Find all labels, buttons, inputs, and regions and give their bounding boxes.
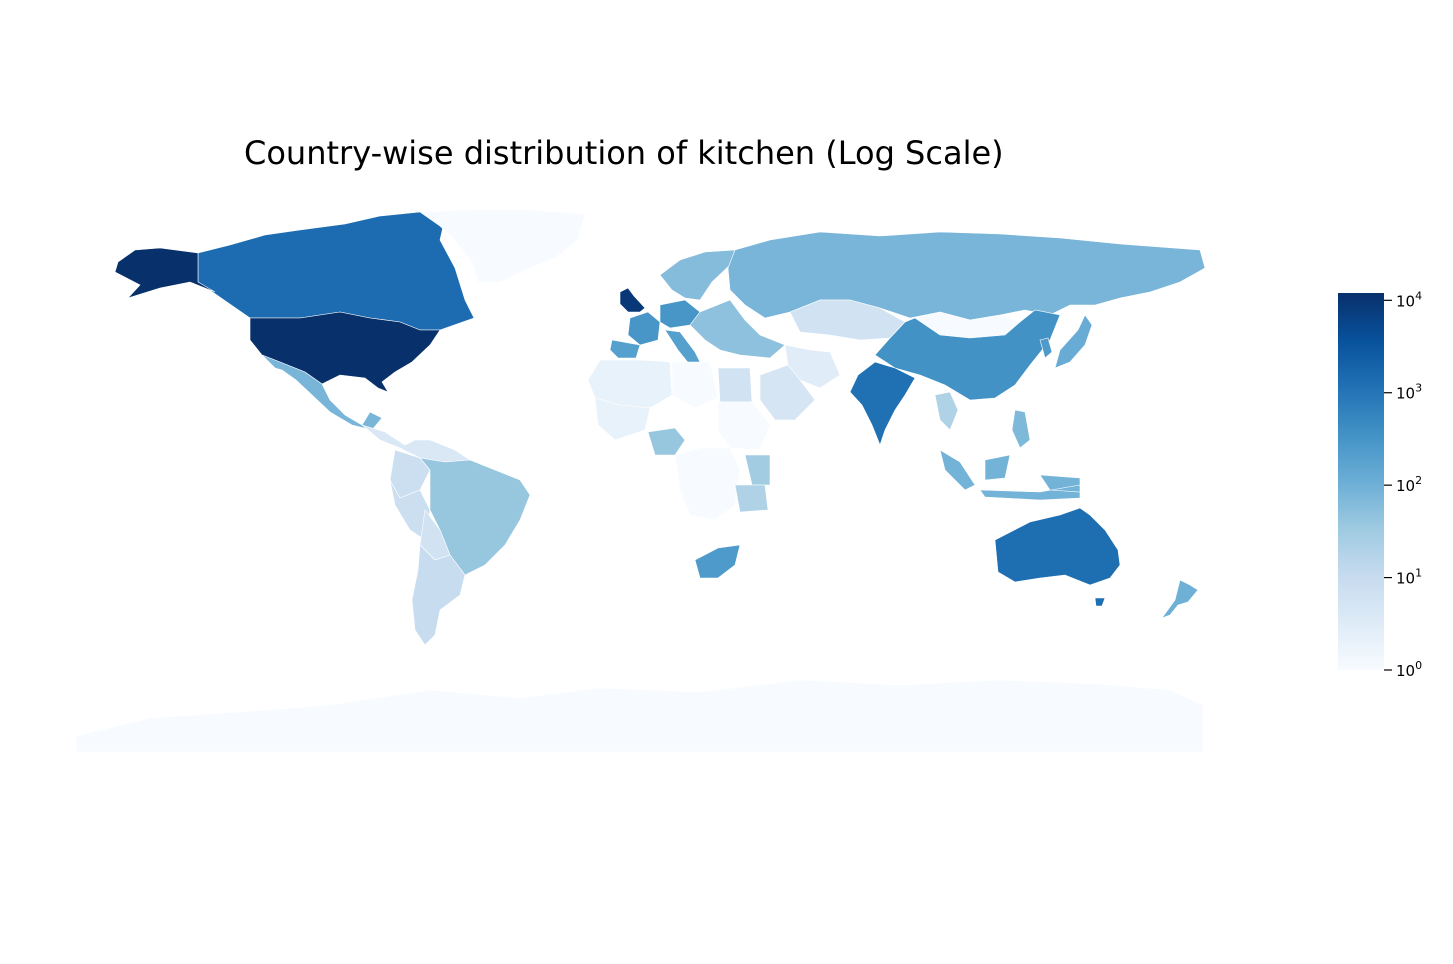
country-central-america xyxy=(361,424,471,463)
country-japan xyxy=(1054,314,1093,369)
colorbar-ticks: 104 103 102 101 100 xyxy=(1384,289,1422,680)
country-norway-sweden xyxy=(659,249,736,301)
country-libya xyxy=(671,361,719,409)
country-philippines xyxy=(1011,409,1031,449)
country-nigeria xyxy=(647,427,686,456)
country-mexico xyxy=(261,354,383,431)
country-mali xyxy=(594,397,651,441)
country-south-africa xyxy=(694,544,741,579)
country-saudi-arabia xyxy=(759,364,816,421)
country-indonesia xyxy=(939,449,1081,501)
country-china xyxy=(874,309,1061,401)
country-spain xyxy=(609,339,641,359)
country-sudan xyxy=(717,401,771,451)
country-antarctica xyxy=(75,679,1204,753)
country-france xyxy=(627,311,661,346)
country-congo xyxy=(674,447,741,521)
colorbar-tick-label: 103 xyxy=(1396,382,1422,403)
country-alaska xyxy=(114,247,216,299)
country-united-kingdom xyxy=(619,287,646,313)
country-greenland xyxy=(419,209,586,283)
country-korea xyxy=(1039,337,1053,359)
country-thailand xyxy=(934,391,959,431)
country-australia xyxy=(994,507,1121,586)
colorbar-tick-label: 100 xyxy=(1396,659,1422,680)
country-russia xyxy=(727,231,1206,321)
country-brazil xyxy=(419,457,531,576)
country-tanzania xyxy=(734,484,769,513)
country-argentina xyxy=(411,544,466,646)
colorbar-tick-label: 101 xyxy=(1396,567,1422,588)
colorbar-gradient xyxy=(1338,293,1384,670)
country-kenya xyxy=(744,454,771,486)
country-new-zealand xyxy=(1161,579,1199,619)
colorbar-tick-label: 104 xyxy=(1396,289,1422,310)
country-india xyxy=(849,361,916,446)
country-tasmania xyxy=(1094,597,1106,607)
colorbar-tick-label: 102 xyxy=(1396,474,1422,495)
map-title: Country-wise distribution of kitchen (Lo… xyxy=(244,134,1004,172)
